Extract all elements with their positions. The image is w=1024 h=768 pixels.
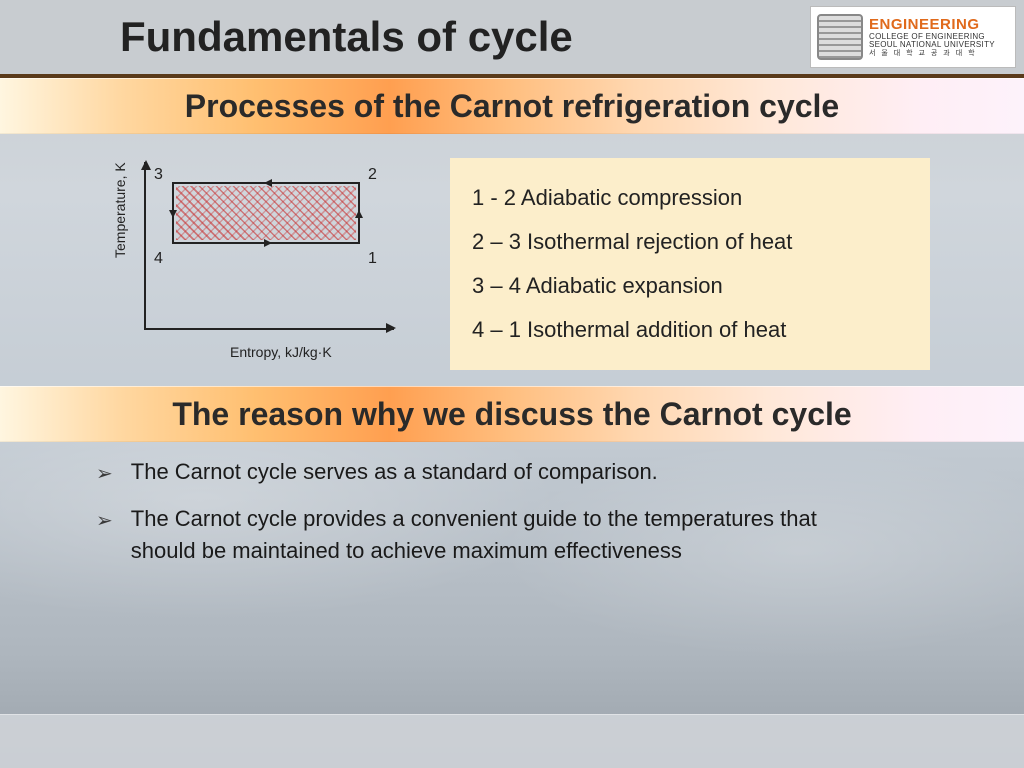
reasons-list: ➢ The Carnot cycle serves as a standard …: [0, 442, 1024, 601]
corner-label-3: 3: [154, 166, 163, 184]
reason-text: The Carnot cycle provides a convenient g…: [131, 503, 851, 567]
arrowhead-left-icon: [169, 210, 177, 218]
title-bar: Fundamentals of cycle ENGINEERING COLLEG…: [0, 0, 1024, 78]
corner-label-4: 4: [154, 250, 163, 268]
page-title: Fundamentals of cycle: [120, 13, 573, 61]
process-item: 3 – 4 Adiabatic expansion: [472, 264, 908, 308]
ts-diagram: 3 2 4 1 Temperature, K Entropy, kJ/kg·K: [110, 158, 410, 358]
y-axis-label: Temperature, K: [112, 162, 128, 258]
process-item: 4 – 1 Isothermal addition of heat: [472, 308, 908, 352]
section-heading-1-text: Processes of the Carnot refrigeration cy…: [185, 88, 839, 125]
logo-text: ENGINEERING COLLEGE OF ENGINEERING SEOUL…: [869, 17, 995, 57]
section-heading-1: Processes of the Carnot refrigeration cy…: [0, 78, 1024, 134]
x-axis-label: Entropy, kJ/kg·K: [230, 344, 332, 360]
arrowhead-right-icon: [355, 210, 363, 218]
logo-line-3: SEOUL NATIONAL UNIVERSITY: [869, 41, 995, 49]
process-item: 1 - 2 Adiabatic compression: [472, 176, 908, 220]
footer-strip: [0, 714, 1024, 768]
bullet-arrow-icon: ➢: [96, 503, 113, 567]
section-heading-2-text: The reason why we discuss the Carnot cyc…: [172, 396, 851, 433]
reason-item: ➢ The Carnot cycle serves as a standard …: [96, 456, 964, 489]
reason-item: ➢ The Carnot cycle provides a convenient…: [96, 503, 964, 567]
hatched-area: [176, 186, 356, 240]
section-heading-2: The reason why we discuss the Carnot cyc…: [0, 386, 1024, 442]
cycle-rectangle: [172, 182, 360, 244]
reason-text: The Carnot cycle serves as a standard of…: [131, 456, 658, 489]
logo-line-4: 서 울 대 학 교 공 과 대 학: [869, 50, 995, 57]
arrowhead-top-icon: [264, 179, 272, 187]
mid-row: 3 2 4 1 Temperature, K Entropy, kJ/kg·K …: [0, 134, 1024, 386]
logo-line-1: ENGINEERING: [869, 17, 995, 33]
bullet-arrow-icon: ➢: [96, 456, 113, 489]
process-item: 2 – 3 Isothermal rejection of heat: [472, 220, 908, 264]
university-seal-icon: [817, 14, 863, 60]
arrowhead-bottom-icon: [264, 239, 272, 247]
institution-logo: ENGINEERING COLLEGE OF ENGINEERING SEOUL…: [810, 6, 1016, 68]
corner-label-2: 2: [368, 166, 377, 184]
process-list-box: 1 - 2 Adiabatic compression 2 – 3 Isothe…: [450, 158, 930, 370]
corner-label-1: 1: [368, 250, 377, 268]
